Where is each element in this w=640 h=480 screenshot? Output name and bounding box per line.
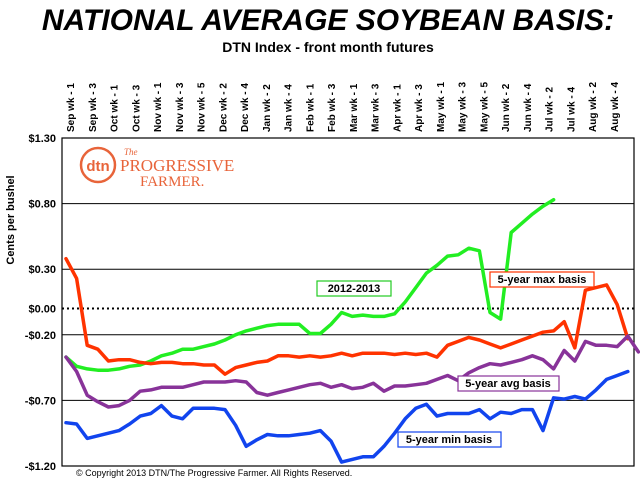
x-tick-label: Dec wk - 4 (240, 83, 251, 132)
annotation-2012-2013: 2012-2013 (316, 280, 392, 297)
annotation-avg-basis: 5-year avg basis (457, 375, 560, 392)
y-tick-label: $1.30 (28, 133, 56, 145)
dtn-progressive-farmer-logo: dtn The PROGRESSIVE FARMER. (79, 146, 234, 190)
x-tick-label: May wk - 3 (458, 82, 469, 132)
y-tick-label: -$0.70 (25, 395, 56, 407)
x-tick-label: Oct wk - 1 (110, 84, 121, 132)
annotation-box-max-basis (489, 271, 595, 288)
plot-frame (61, 137, 635, 467)
y-tick-label: $0.80 (28, 199, 56, 211)
y-tick-labels: $1.30 $0.80 $0.30 $0.00 -$0.20 -$0.70 -$1.20 (25, 133, 56, 473)
annotation-min-basis: 5-year min basis (397, 431, 502, 448)
series-annotations: 2012-2013 5-year max basis 5-year avg ba… (316, 271, 595, 448)
x-tick-label: Apr wk - 3 (414, 84, 425, 132)
x-tick-label: Mar wk - 3 (371, 83, 382, 132)
annotation-label-avg-basis: 5-year avg basis (465, 378, 551, 390)
logo-progressive-text: PROGRESSIVE (120, 156, 234, 175)
logo-the-text: The (124, 147, 138, 157)
logo-ring (79, 146, 117, 184)
annotation-label-min-basis: 5-year min basis (406, 434, 492, 446)
y-tick-label: -$0.20 (25, 330, 56, 342)
logo-farmer-text: FARMER. (140, 174, 204, 190)
x-tick-label: Sep wk - 1 (66, 83, 77, 132)
x-tick-label: Feb wk - 3 (327, 83, 338, 132)
x-tick-label: Nov wk - 1 (153, 82, 164, 132)
y-tick-label: -$1.20 (25, 461, 56, 473)
x-tick-label: Jan wk - 2 (262, 84, 273, 132)
x-tick-label: May wk - 5 (479, 82, 490, 132)
gridlines (62, 203, 634, 401)
annotation-max-basis: 5-year max basis (489, 271, 595, 288)
x-tick-label: Sep wk - 3 (88, 83, 99, 132)
x-tick-label: Jul wk - 2 (545, 87, 556, 132)
x-tick-label: Apr wk - 1 (392, 84, 403, 132)
series-line-2012-2013 (64, 197, 556, 372)
annotation-box-avg-basis (457, 375, 560, 392)
annotation-label-2012-2013: 2012-2013 (328, 283, 381, 295)
x-tick-label: May wk - 1 (436, 82, 447, 132)
x-tick-label: Jan wk - 4 (284, 84, 295, 132)
x-tick-label: Jun wk - 2 (501, 83, 512, 132)
series-line-5-year-min-basis (64, 369, 630, 464)
annotation-box-min-basis (397, 431, 502, 448)
series-line-5-year-max-basis (64, 256, 630, 376)
x-tick-label: Nov wk - 3 (175, 82, 186, 132)
annotation-label-max-basis: 5-year max basis (498, 274, 587, 286)
copyright-notice: © Copyright 2013 DTN/The Progressive Far… (76, 468, 352, 478)
x-tick-label: Jul wk - 4 (566, 87, 577, 132)
annotation-box-2012-2013 (316, 280, 392, 297)
y-tick-label: $0.00 (28, 304, 56, 316)
x-tick-label: Oct wk - 3 (131, 84, 142, 132)
x-tick-label: Dec wk - 2 (218, 83, 229, 132)
chart-title: NATIONAL AVERAGE SOYBEAN BASIS: (42, 4, 614, 37)
y-tick-label: $0.30 (28, 264, 56, 276)
x-tick-labels: Sep wk - 1 Sep wk - 3 Oct wk - 1 Oct wk - 3… (66, 82, 621, 132)
x-tick-label: Mar wk - 1 (349, 83, 360, 132)
logo-dtn-text: dtn (86, 158, 109, 175)
series-line-5-year-avg-basis (64, 334, 640, 409)
x-tick-label: Feb wk - 1 (305, 83, 316, 132)
y-axis-label: Cents per bushel (5, 175, 17, 264)
series-lines (64, 197, 640, 464)
x-tick-label: Aug wk - 4 (610, 82, 621, 132)
x-tick-label: Aug wk - 2 (588, 82, 599, 132)
x-tick-label: Jun wk - 4 (523, 83, 534, 132)
x-tick-label: Nov wk - 5 (197, 82, 208, 132)
chart-subtitle: DTN Index - front month futures (222, 39, 434, 55)
